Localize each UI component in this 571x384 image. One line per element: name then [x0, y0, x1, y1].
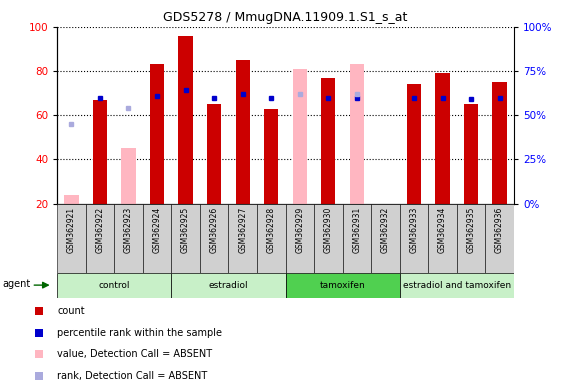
- Bar: [343, 204, 371, 273]
- Text: percentile rank within the sample: percentile rank within the sample: [58, 328, 223, 338]
- Bar: [150, 65, 164, 204]
- Bar: [64, 195, 78, 204]
- Text: GSM362926: GSM362926: [210, 207, 219, 253]
- Text: GSM362931: GSM362931: [352, 207, 361, 253]
- Bar: [114, 204, 143, 273]
- Text: GSM362930: GSM362930: [324, 207, 333, 253]
- Text: value, Detection Call = ABSENT: value, Detection Call = ABSENT: [58, 349, 212, 359]
- Bar: [492, 82, 506, 204]
- Text: GSM362929: GSM362929: [295, 207, 304, 253]
- Text: rank, Detection Call = ABSENT: rank, Detection Call = ABSENT: [58, 371, 208, 381]
- Text: GSM362921: GSM362921: [67, 207, 76, 253]
- Text: GSM362924: GSM362924: [152, 207, 162, 253]
- Bar: [235, 60, 250, 204]
- Text: GSM362932: GSM362932: [381, 207, 390, 253]
- Bar: [400, 273, 514, 298]
- Text: agent: agent: [3, 279, 31, 289]
- Text: GSM362934: GSM362934: [438, 207, 447, 253]
- Bar: [200, 204, 228, 273]
- Bar: [171, 204, 200, 273]
- Text: tamoxifen: tamoxifen: [320, 281, 365, 290]
- Text: count: count: [58, 306, 85, 316]
- Text: GSM362936: GSM362936: [495, 207, 504, 253]
- Bar: [407, 84, 421, 204]
- Bar: [121, 148, 135, 204]
- Bar: [485, 204, 514, 273]
- Bar: [349, 109, 364, 204]
- Text: GSM362927: GSM362927: [238, 207, 247, 253]
- Bar: [286, 273, 400, 298]
- Bar: [228, 204, 257, 273]
- Bar: [321, 78, 335, 204]
- Bar: [292, 69, 307, 204]
- Text: GSM362933: GSM362933: [409, 207, 419, 253]
- Bar: [464, 104, 478, 204]
- Bar: [457, 204, 485, 273]
- Bar: [286, 204, 314, 273]
- Bar: [428, 204, 457, 273]
- Bar: [171, 273, 286, 298]
- Bar: [400, 204, 428, 273]
- Bar: [371, 204, 400, 273]
- Bar: [178, 36, 193, 204]
- Bar: [207, 104, 221, 204]
- Bar: [93, 100, 107, 204]
- Title: GDS5278 / MmugDNA.11909.1.S1_s_at: GDS5278 / MmugDNA.11909.1.S1_s_at: [163, 11, 408, 24]
- Bar: [257, 204, 286, 273]
- Text: estradiol: estradiol: [208, 281, 248, 290]
- Text: GSM362922: GSM362922: [95, 207, 104, 253]
- Text: control: control: [98, 281, 130, 290]
- Text: GSM362935: GSM362935: [467, 207, 476, 253]
- Text: GSM362923: GSM362923: [124, 207, 133, 253]
- Bar: [314, 204, 343, 273]
- Text: GSM362928: GSM362928: [267, 207, 276, 253]
- Text: GSM362925: GSM362925: [181, 207, 190, 253]
- Bar: [57, 204, 86, 273]
- Bar: [264, 109, 278, 204]
- Bar: [435, 73, 450, 204]
- Text: estradiol and tamoxifen: estradiol and tamoxifen: [403, 281, 511, 290]
- Bar: [143, 204, 171, 273]
- Bar: [349, 65, 364, 204]
- Bar: [86, 204, 114, 273]
- Bar: [57, 273, 171, 298]
